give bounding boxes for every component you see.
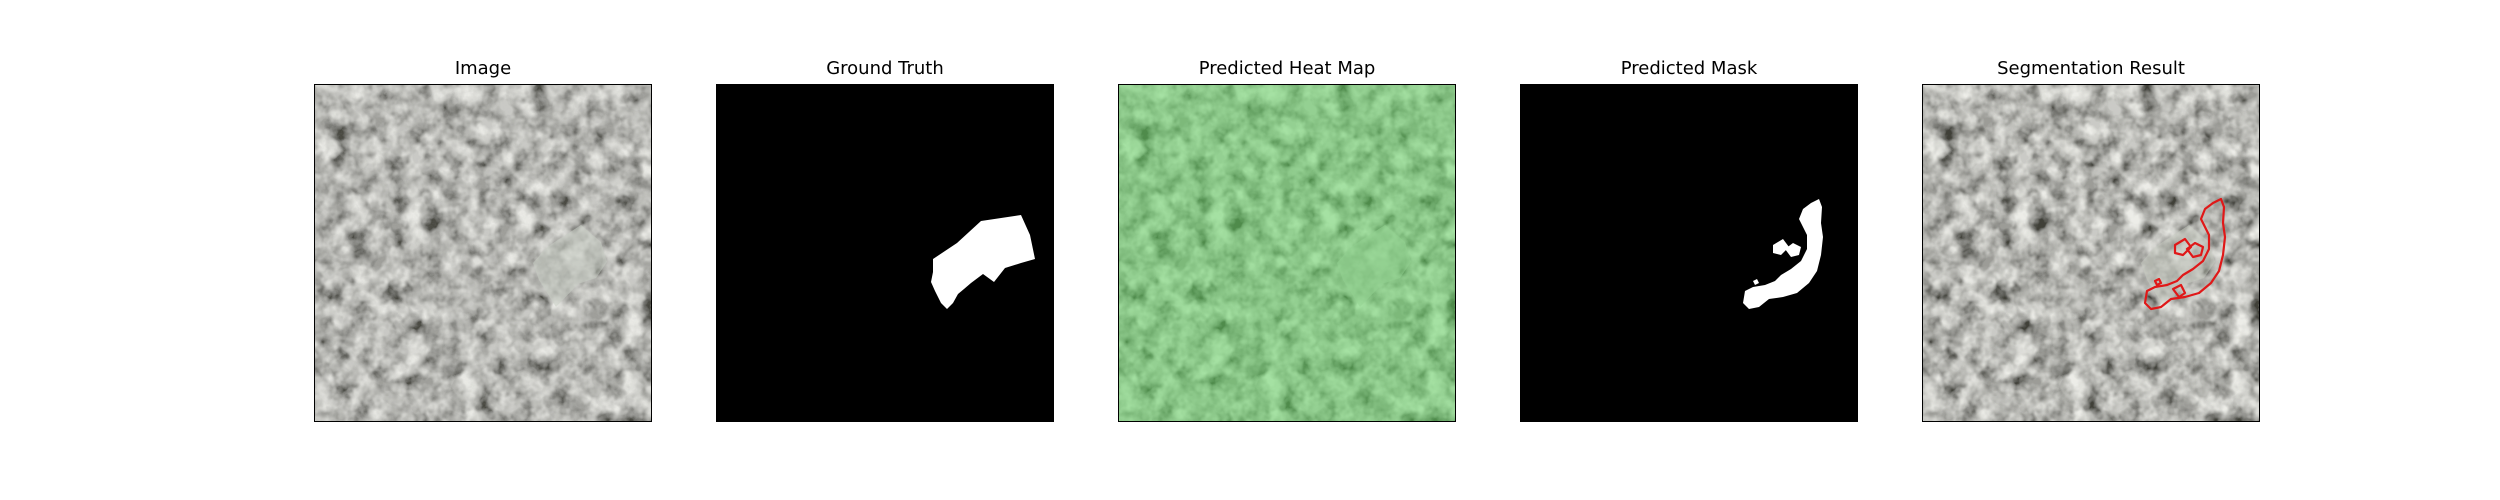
heat-map-frame	[1118, 84, 1456, 422]
panel-title-heat-map: Predicted Heat Map	[1198, 58, 1376, 79]
image-frame	[314, 84, 652, 422]
ground-truth-region	[931, 215, 1035, 309]
heat-map-image	[1119, 85, 1455, 421]
mask-background	[1521, 85, 1857, 421]
panel-image: Image	[314, 0, 652, 500]
predicted-region-dot	[1753, 279, 1759, 285]
ground-truth-frame	[716, 84, 1054, 422]
predicted-mask	[1521, 85, 1857, 421]
panel-ground-truth: Ground Truth	[716, 0, 1054, 500]
panel-predicted-mask: Predicted Mask	[1520, 0, 1858, 500]
heat-tint	[1119, 85, 1455, 421]
contour-main	[2143, 197, 2227, 311]
panel-title-image: Image	[454, 58, 512, 79]
contour-dot	[2153, 277, 2163, 287]
predicted-region-blob-3	[1771, 285, 1783, 297]
panel-title-predicted-mask: Predicted Mask	[1620, 58, 1758, 79]
predicted-region-blob-2	[1773, 239, 1789, 255]
segmentation-image	[1923, 85, 2259, 421]
predicted-region-blob-1	[1785, 243, 1801, 257]
predicted-region-main	[1743, 199, 1823, 309]
contour-blob-3	[2171, 283, 2187, 299]
contour-blob-1	[2185, 241, 2205, 259]
segmentation-frame	[1922, 84, 2260, 422]
panel-title-ground-truth: Ground Truth	[826, 58, 944, 79]
bright-patch	[533, 225, 607, 307]
ground-truth-mask	[717, 85, 1053, 421]
panel-heat-map: Predicted Heat Map	[1118, 0, 1456, 500]
contour-blob-2	[2173, 237, 2193, 257]
aerial-image	[315, 85, 651, 421]
panel-segmentation-result: Segmentation Result	[1922, 0, 2260, 500]
contour-group	[2143, 197, 2227, 311]
panel-title-segmentation-result: Segmentation Result	[1997, 58, 2185, 79]
predicted-mask-frame	[1520, 84, 1858, 422]
